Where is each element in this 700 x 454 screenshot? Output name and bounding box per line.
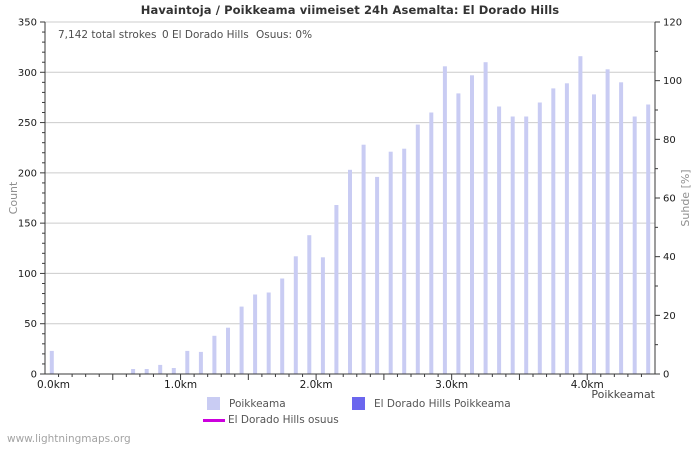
y-right-tick-label: 60	[663, 194, 676, 205]
bar	[212, 335, 217, 374]
y-left-tick-label: 200	[18, 168, 37, 179]
bar	[348, 169, 352, 374]
x-axis-title: Poikkeamat	[591, 388, 655, 401]
y-left-tick-label: 0	[31, 370, 37, 381]
bar	[293, 256, 298, 374]
y-axis-title-left: Count	[7, 181, 20, 215]
y-left-tick-label: 150	[18, 219, 37, 230]
bar	[537, 102, 542, 374]
y-right-tick-label: 20	[663, 311, 676, 322]
legend-label-station-poikkeama: El Dorado Hills Poikkeama	[374, 398, 511, 410]
legend-label-osuus: El Dorado Hills osuus	[228, 414, 339, 426]
bar	[171, 368, 176, 374]
bar	[497, 106, 502, 374]
bar	[131, 369, 136, 374]
bar	[361, 144, 366, 374]
bar	[483, 62, 488, 374]
bar	[185, 350, 190, 374]
bar	[619, 82, 624, 375]
y-right-tick-label: 80	[663, 135, 676, 146]
annotation-station-strokes: 0 El Dorado Hills	[162, 29, 249, 41]
legend-swatch-station-poikkeama	[352, 397, 365, 410]
bar	[524, 116, 529, 374]
bar	[510, 116, 515, 374]
y-left-tick-label: 50	[24, 319, 37, 330]
bar	[239, 306, 244, 374]
bar	[402, 148, 407, 374]
annotation-total-strokes: 7,142 total strokes	[58, 29, 157, 41]
y-right-tick-label: 100	[663, 76, 682, 87]
y-right-tick-label: 40	[663, 252, 676, 263]
y-left-tick-label: 300	[18, 68, 37, 79]
bar	[307, 235, 312, 374]
bar	[456, 93, 461, 375]
y-right-tick-label: 0	[663, 370, 669, 381]
annotation-share: Osuus: 0%	[256, 29, 313, 41]
y-axis-title-right: Suhde [%]	[679, 169, 692, 227]
bar	[49, 350, 54, 374]
bar	[415, 124, 420, 374]
bar	[578, 56, 583, 374]
bar	[280, 278, 285, 374]
bar	[320, 257, 325, 374]
x-tick-label: 0.0km	[37, 379, 70, 391]
x-tick-label: 2.0km	[300, 379, 333, 391]
y-left-tick-label: 100	[18, 269, 37, 280]
bar	[564, 83, 569, 375]
legend-label-poikkeama: Poikkeama	[229, 398, 286, 410]
bar	[266, 292, 271, 374]
bar	[592, 94, 596, 375]
chart-title: Havaintoja / Poikkeama viimeiset 24h Ase…	[140, 3, 560, 17]
bar	[442, 66, 447, 375]
y-left-tick-label: 250	[18, 118, 37, 129]
bar	[226, 327, 230, 374]
bar	[198, 351, 203, 374]
y-left-tick-label: 350	[18, 18, 37, 29]
bar	[429, 112, 434, 374]
watermark: www.lightningmaps.org	[7, 433, 131, 445]
bar	[375, 176, 380, 374]
legend-line-osuus	[203, 419, 225, 422]
x-tick-label: 4.0km	[571, 379, 604, 391]
bar	[253, 294, 258, 374]
legend-swatch-poikkeama	[207, 397, 220, 410]
bar	[470, 75, 474, 375]
bar	[646, 104, 651, 374]
bar	[158, 364, 163, 374]
bar	[388, 151, 393, 374]
bar	[144, 369, 149, 374]
bar	[632, 116, 637, 374]
y-right-tick-label: 120	[663, 18, 682, 29]
x-tick-label: 1.0km	[164, 379, 197, 391]
bar	[334, 205, 339, 374]
x-tick-label: 3.0km	[435, 379, 468, 391]
bar	[551, 88, 556, 375]
bar	[605, 69, 610, 375]
